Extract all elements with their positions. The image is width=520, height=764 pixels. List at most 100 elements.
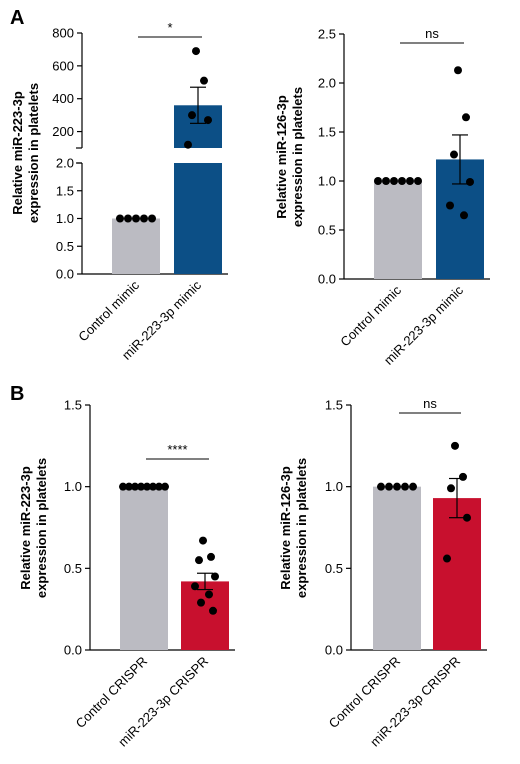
data-point <box>446 201 454 210</box>
y-tick-label: 1.5 <box>318 125 336 140</box>
data-point <box>454 66 462 75</box>
data-point <box>131 482 139 491</box>
bar-lower-segment <box>174 163 222 274</box>
data-point <box>140 214 148 223</box>
bar <box>112 218 160 274</box>
y-tick-label: 1.5 <box>56 183 74 198</box>
y-tick-label: 0.0 <box>318 272 336 287</box>
data-point <box>414 177 422 185</box>
y-axis-label-line: expression in platelets <box>294 458 309 598</box>
y-axis-label-line: expression in platelets <box>290 87 305 227</box>
significance-label: * <box>167 20 172 35</box>
data-point <box>119 482 127 491</box>
data-point <box>374 177 382 185</box>
y-axis-label: Relative miR-126-3pexpression in platele… <box>278 458 309 598</box>
y-axis-label: Relative miR-223-3pexpression in platele… <box>18 458 49 598</box>
category-label: Control mimic <box>337 282 404 349</box>
data-point <box>161 482 169 491</box>
data-point <box>209 606 217 615</box>
data-point <box>460 211 468 220</box>
data-point <box>409 482 417 491</box>
y-tick-label: 400 <box>52 91 74 106</box>
y-axis-label-line: Relative miR-126-3p <box>278 466 293 590</box>
data-point <box>149 482 157 491</box>
data-point <box>466 177 474 186</box>
data-point <box>443 554 451 563</box>
data-point <box>148 214 156 223</box>
y-tick-label: 0.0 <box>325 643 343 658</box>
y-tick-label: 1.0 <box>325 479 343 494</box>
data-point <box>382 177 390 185</box>
data-point <box>192 47 200 56</box>
data-point <box>125 482 133 491</box>
data-point <box>377 482 385 491</box>
data-point <box>451 441 459 450</box>
data-point <box>188 111 196 120</box>
data-point <box>200 76 208 85</box>
data-point <box>463 513 471 522</box>
bar <box>433 498 481 650</box>
data-point <box>191 582 199 591</box>
y-tick-label: 600 <box>52 58 74 73</box>
data-point <box>195 556 203 565</box>
y-axis-label-line: expression in platelets <box>34 458 49 598</box>
data-point <box>207 552 215 561</box>
y-tick-label: 0.5 <box>64 561 82 576</box>
data-point <box>204 116 212 125</box>
y-tick-label: 0.5 <box>325 561 343 576</box>
y-tick-label: 1.0 <box>64 479 82 494</box>
y-tick-label: 200 <box>52 124 74 139</box>
data-point <box>406 177 414 185</box>
data-point <box>401 482 409 491</box>
data-point <box>450 150 458 159</box>
data-point <box>393 482 401 491</box>
data-point <box>199 536 207 545</box>
data-point <box>197 598 205 607</box>
panel-label-b: B <box>10 383 24 405</box>
category-label: Control mimic <box>75 277 142 344</box>
y-axis-label-line: Relative miR-126-3p <box>274 95 289 219</box>
data-point <box>390 177 398 185</box>
y-tick-label: 1.0 <box>318 174 336 189</box>
data-point <box>155 482 163 491</box>
data-point <box>211 572 219 581</box>
data-point <box>205 590 213 599</box>
significance-label: ns <box>425 26 439 41</box>
y-axis-label-line: expression in platelets <box>26 83 41 223</box>
y-tick-label: 1.0 <box>56 211 74 226</box>
y-tick-label: 1.5 <box>64 398 82 413</box>
data-point <box>184 140 192 149</box>
significance-label: **** <box>167 442 187 457</box>
y-tick-label: 0.0 <box>64 643 82 658</box>
y-tick-label: 2.0 <box>56 156 74 171</box>
y-tick-label: 2.0 <box>318 76 336 91</box>
y-tick-label: 0.5 <box>56 239 74 254</box>
y-tick-label: 2.5 <box>318 27 336 42</box>
data-point <box>116 214 124 223</box>
bar <box>120 486 168 650</box>
y-axis-label-line: Relative miR-223-3p <box>18 466 33 590</box>
data-point <box>143 482 151 491</box>
y-tick-label: 1.5 <box>325 398 343 413</box>
y-axis-label: Relative miR-126-3pexpression in platele… <box>274 87 305 227</box>
y-tick-label: 0.5 <box>318 223 336 238</box>
data-point <box>462 113 470 122</box>
data-point <box>447 484 455 493</box>
data-point <box>459 472 467 481</box>
data-point <box>385 482 393 491</box>
y-axis-label-line: Relative miR-223-3p <box>10 91 25 215</box>
data-point <box>137 482 145 491</box>
significance-label: ns <box>423 396 437 411</box>
bar <box>181 581 229 650</box>
panel-label-a: A <box>10 7 24 29</box>
y-tick-label: 800 <box>52 26 74 41</box>
charts-layer: 0.0 0.5 1.0 1.5 2.0 200 400 600 800 Relative miR-… <box>10 20 490 749</box>
data-point <box>398 177 406 185</box>
data-point <box>124 214 132 223</box>
data-point <box>132 214 140 223</box>
y-axis-label: Relative miR-223-3pexpression in platele… <box>10 83 41 223</box>
y-tick-label: 0.0 <box>56 267 74 282</box>
bar <box>374 181 422 279</box>
bar <box>373 486 421 650</box>
